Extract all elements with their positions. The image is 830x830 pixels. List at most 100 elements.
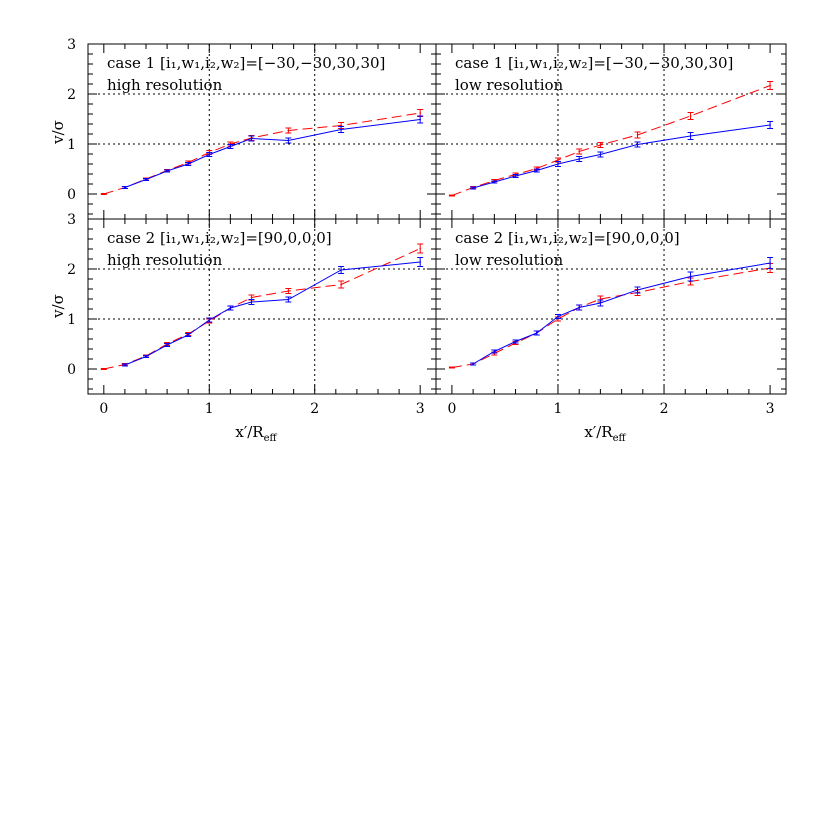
data-point <box>535 169 538 172</box>
x-tick-label: 1 <box>554 401 563 417</box>
data-point <box>340 283 342 286</box>
series-line <box>472 262 771 365</box>
x-tick-label: 2 <box>310 401 319 417</box>
data-point <box>250 137 253 140</box>
data-point <box>689 115 692 117</box>
series-line <box>124 119 421 188</box>
data-point <box>187 334 189 336</box>
data-point <box>419 247 421 250</box>
panel-resolution-label: high resolution <box>107 251 223 269</box>
data-point <box>340 124 342 127</box>
series-line <box>124 261 421 366</box>
panel-case-label: case 2 [i₁,w₁,i₂,w₂]=[90,0,0,0] <box>107 229 332 247</box>
data-point <box>636 134 639 136</box>
y-tick-label: 3 <box>67 212 76 228</box>
y-tick-label: 2 <box>67 262 76 278</box>
panel-resolution-label: low resolution <box>455 251 564 269</box>
data-point <box>340 269 342 271</box>
data-point <box>578 158 580 160</box>
data-point <box>514 340 517 343</box>
data-point <box>208 319 211 321</box>
x-tick-label: 1 <box>205 401 214 417</box>
data-point <box>287 129 290 132</box>
series-blue-solid <box>121 257 424 367</box>
data-point <box>145 178 147 181</box>
x-axis-label-subscript: eff <box>613 433 627 444</box>
data-point <box>166 344 168 346</box>
x-tick-label: 3 <box>766 401 775 417</box>
data-point <box>689 135 692 137</box>
x-axis-label: x′/Reff <box>235 423 277 444</box>
data-point <box>578 306 580 309</box>
data-point <box>287 290 290 292</box>
series-blue-solid <box>470 121 774 190</box>
data-point <box>451 194 453 197</box>
x-tick-label: 0 <box>99 401 108 417</box>
data-point <box>451 366 453 369</box>
data-point <box>636 143 639 146</box>
data-point <box>599 153 602 156</box>
data-point <box>145 355 147 358</box>
data-point <box>208 153 211 156</box>
data-point <box>166 170 168 172</box>
data-point <box>769 262 771 264</box>
data-point <box>493 350 496 353</box>
series-red-dashed <box>448 81 774 197</box>
data-point <box>599 298 602 300</box>
panels-group: 0 1 2 3 case 1 [i₁,w₁,i₂,w₂]=[−30,−30,30,30]… <box>49 37 787 444</box>
data-point <box>578 150 580 153</box>
panel-frame <box>435 218 787 395</box>
y-axis-label: v/σ <box>49 120 67 145</box>
data-point <box>535 332 538 334</box>
data-point <box>514 175 517 177</box>
data-point <box>340 128 342 131</box>
data-point <box>124 364 126 366</box>
x-tick-label: 2 <box>660 401 669 417</box>
data-point <box>187 163 189 165</box>
data-point <box>472 187 474 189</box>
y-tick-label: 1 <box>67 312 76 328</box>
data-point <box>103 193 105 195</box>
series-red-dashed <box>100 109 424 195</box>
data-point <box>250 296 253 299</box>
data-point <box>419 261 421 263</box>
y-tick-label: 2 <box>67 87 76 103</box>
data-point <box>599 302 602 304</box>
data-point <box>287 298 290 301</box>
x-axis-label: x′/Reff <box>584 423 626 444</box>
series-blue-solid <box>121 115 424 189</box>
data-point <box>287 139 290 142</box>
series-line <box>451 267 771 368</box>
panel-resolution-label: high resolution <box>107 76 223 94</box>
data-point <box>769 124 771 126</box>
panel-1: 0 1 2 3 case 1 [i₁,w₁,i₂,w₂]=[−30,−30,30,30]… <box>67 37 437 220</box>
data-point <box>689 275 692 278</box>
data-point <box>557 159 559 161</box>
data-point <box>229 145 232 148</box>
data-point <box>229 307 232 309</box>
panel-case-label: case 2 [i₁,w₁,i₂,w₂]=[90,0,0,0] <box>455 229 680 247</box>
data-point <box>493 181 496 183</box>
data-point <box>472 363 474 365</box>
y-tick-label: 1 <box>67 137 76 153</box>
panel-resolution-label: low resolution <box>455 76 564 94</box>
x-axis-label-subscript: eff <box>264 433 278 444</box>
panel-case-label: case 1 [i₁,w₁,i₂,w₂]=[−30,−30,30,30] <box>455 54 733 72</box>
data-point <box>557 163 559 165</box>
data-point <box>769 84 771 87</box>
panel-3: 0 1 2 3 0 1 2 3 case 2 [i₁,w₁,i₂,w₂]=[90,0,0,0] h… <box>67 212 437 417</box>
data-point <box>103 368 105 370</box>
data-point <box>419 118 421 121</box>
data-point <box>124 186 126 189</box>
data-point <box>636 289 639 291</box>
panel-4: 0 1 2 3 case 2 [i₁,w₁,i₂,w₂]=[90,0,0,0] low r… <box>435 218 787 417</box>
data-point <box>599 144 602 146</box>
x-tick-label: 3 <box>416 401 425 417</box>
y-tick-label: 0 <box>67 187 76 203</box>
y-axis-label: v/σ <box>49 294 67 319</box>
data-point <box>250 301 253 303</box>
panel-case-label: case 1 [i₁,w₁,i₂,w₂]=[−30,−30,30,30] <box>107 54 385 72</box>
series-red-dashed <box>448 263 774 369</box>
series-blue-solid <box>470 257 774 366</box>
